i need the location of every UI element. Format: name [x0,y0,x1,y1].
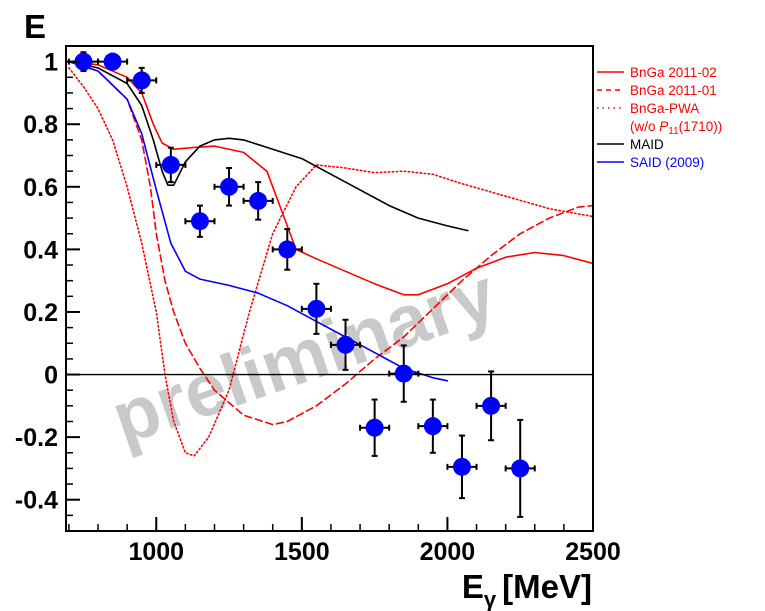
watermark: preliminary [102,252,506,460]
data-marker [482,396,501,415]
x-tick-label: 1000 [128,538,184,566]
watermark-text: preliminary [102,252,506,460]
series-line-0 [68,60,593,296]
legend-label-4: SAID (2009) [630,155,704,170]
y-tick-label: 0.4 [23,236,58,264]
data-point-7 [271,228,303,271]
data-marker [394,364,413,383]
x-tick-label: 1500 [274,538,330,566]
x-tick-label: 2000 [420,538,476,566]
series-line-4 [68,60,449,382]
data-marker [365,418,384,437]
data-point-3 [155,146,187,184]
y-tick-label: -0.4 [15,487,58,515]
data-point-6 [242,181,274,221]
series-line-1 [68,60,593,426]
data-marker [249,191,268,210]
data-point-15 [504,418,536,518]
data-marker [161,155,180,174]
data-point-12 [417,398,449,454]
data-marker [511,459,530,478]
y-tick-label: 1 [44,49,58,77]
legend-label-3: MAID [630,137,664,152]
data-points [67,51,536,518]
legend-label-1: BnGa 2011-01 [630,83,717,98]
data-point-4 [184,204,216,238]
data-point-8 [300,282,332,335]
y-tick-label: 0.6 [23,174,58,202]
data-point-10 [359,398,391,457]
data-marker [336,335,355,354]
y-tick-label: 0.8 [23,111,58,139]
x-axis-label: Eγ [MeV] [462,568,592,611]
data-marker [452,457,471,476]
legend-note-2: (w/o P11(1710)) [630,119,722,137]
axes: 1 0.8 0.6 0.4 0.2 0 -0.2 -0.4 1000 1500 2000 2500 [15,49,621,566]
y-tick-label: 0 [44,362,58,390]
chart-title: E [24,8,46,45]
data-marker [278,240,297,259]
data-marker [307,299,326,318]
series-line-2 [68,67,593,457]
legend-label-2: BnGa-PWA [630,101,699,116]
data-point-11 [388,344,420,403]
x-tick-label: 2500 [565,538,621,566]
data-marker [423,417,442,436]
plot-frame [65,45,594,532]
data-point-9 [329,318,362,371]
data-point-2 [126,66,158,94]
legend-label-0: BnGa 2011-02 [630,65,717,80]
model-curves [68,60,593,457]
data-marker [74,52,93,71]
y-tick-label: 0.2 [23,299,58,327]
data-marker [190,212,209,231]
data-point-13 [446,434,478,500]
legend: BnGa 2011-02 BnGa 2011-01 BnGa-PWA (w/o P11… [597,65,722,170]
data-marker [103,52,122,71]
data-marker [220,177,239,196]
data-point-1 [97,52,129,71]
series-line-3 [68,60,469,232]
data-point-5 [213,167,245,207]
data-marker [132,71,151,90]
y-tick-label: -0.2 [15,424,58,452]
data-point-14 [475,370,507,442]
